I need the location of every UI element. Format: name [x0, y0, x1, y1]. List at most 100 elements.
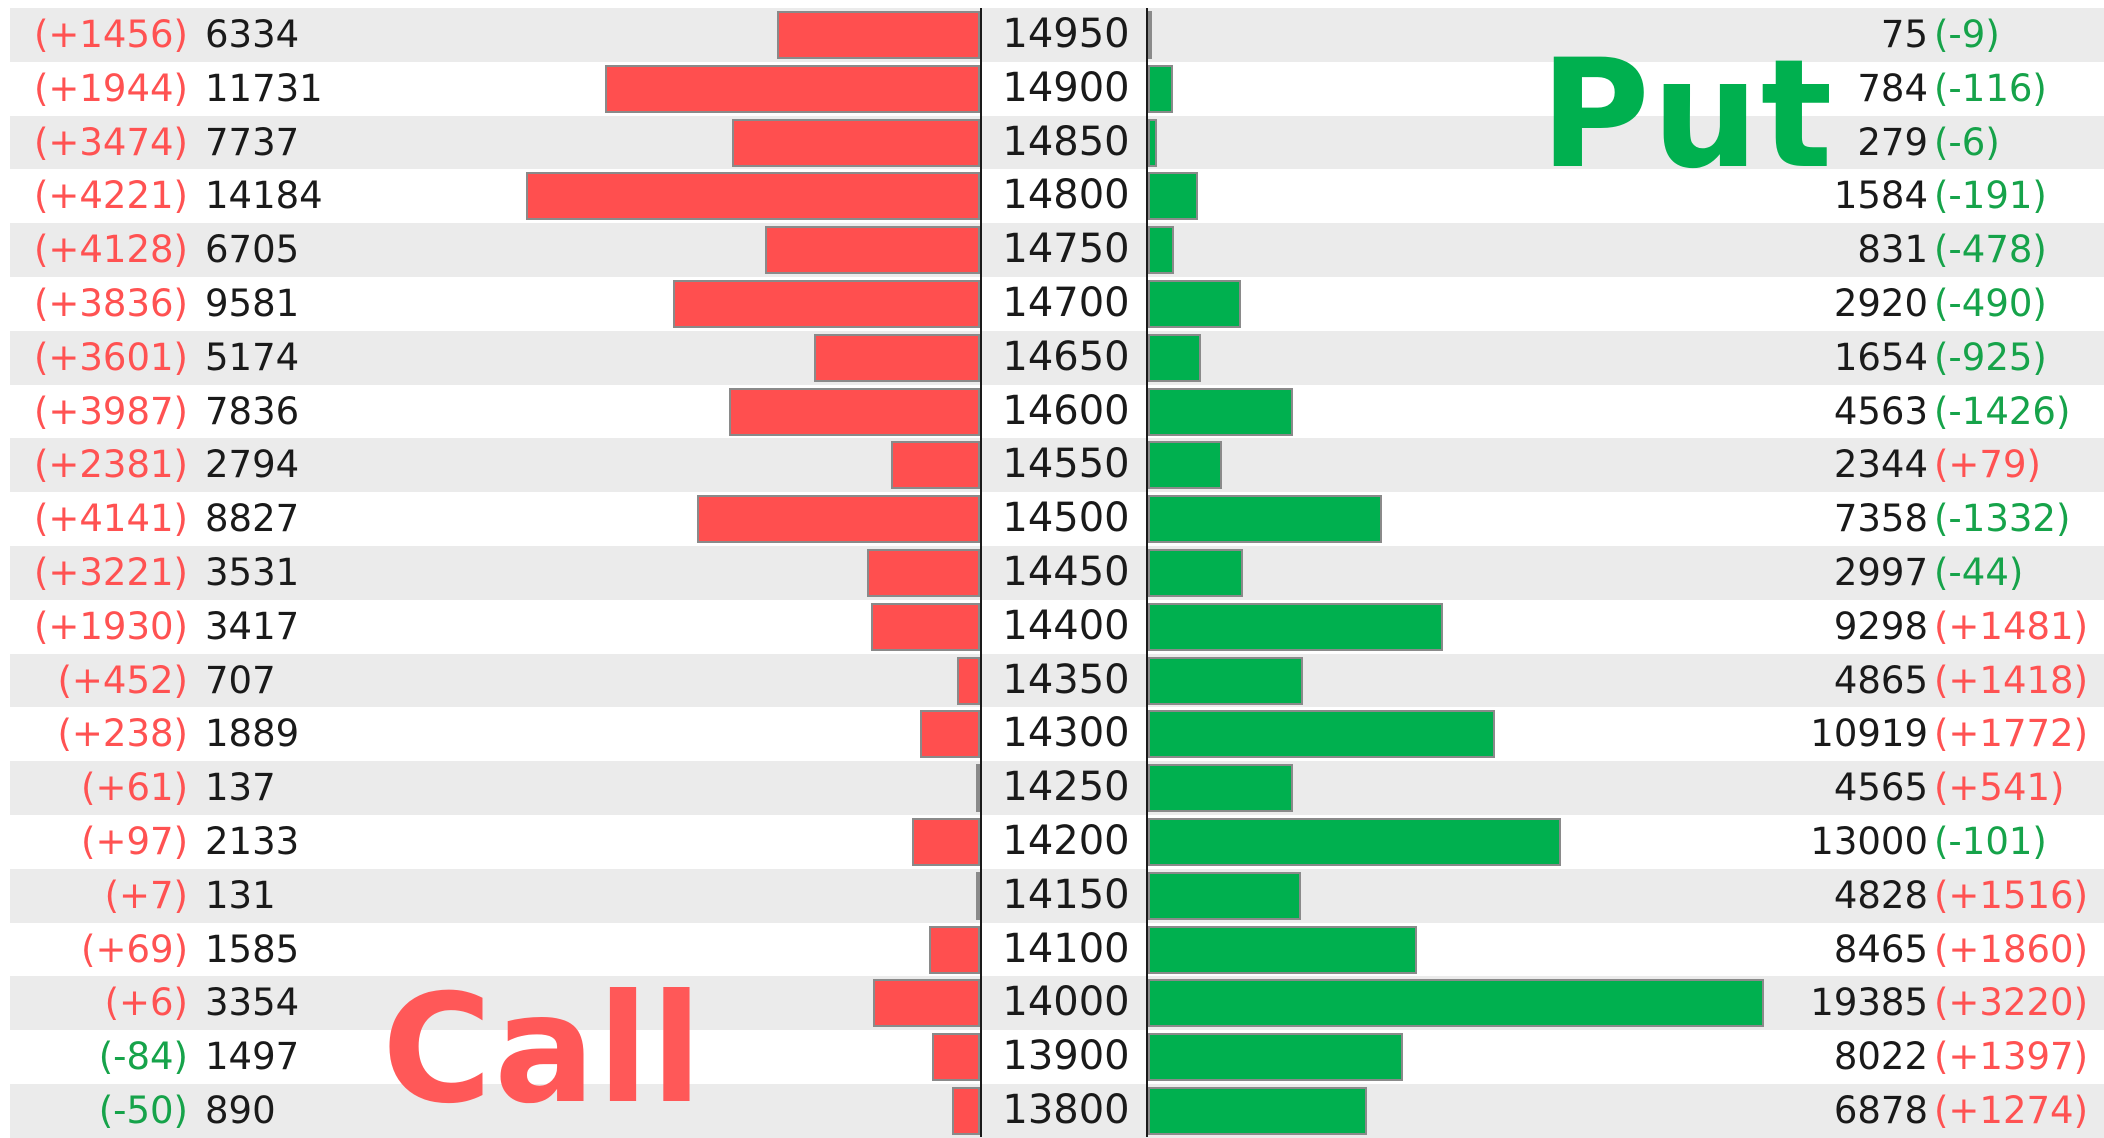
put-bar — [1148, 226, 1175, 275]
put-change-label: (+1481) — [1934, 604, 2089, 648]
call-oi-label: 5174 — [205, 335, 300, 379]
put-change-label: (-925) — [1934, 335, 2047, 379]
put-oi-label: 19385 — [1810, 981, 1928, 1025]
call-bar — [697, 495, 980, 544]
put-oi-label: 2920 — [1833, 282, 1928, 325]
put-change-label: (+79) — [1934, 443, 2041, 487]
put-change-label: (+1397) — [1934, 1035, 2089, 1079]
table-row: (+1456) 6334 14950 75 (-9) — [10, 8, 2104, 62]
put-bar — [1148, 333, 1201, 382]
call-change-label: (+3474) — [33, 120, 188, 164]
put-bar — [1148, 172, 1199, 221]
call-bar — [604, 64, 980, 113]
call-bar — [919, 710, 980, 759]
put-oi-label: 279 — [1857, 120, 1928, 164]
put-oi-label: 831 — [1857, 228, 1928, 272]
call-change-label: (+2381) — [33, 443, 188, 487]
call-change-label: (+1930) — [33, 604, 188, 648]
call-change-label: (+6) — [104, 981, 188, 1025]
put-bar — [1148, 118, 1157, 167]
strike-label: 14750 — [1002, 226, 1130, 273]
call-oi-label: 7737 — [205, 120, 300, 164]
call-change-label: (+238) — [57, 712, 189, 756]
put-axis-line — [1146, 8, 1148, 1137]
put-change-label: (+1274) — [1934, 1089, 2089, 1132]
call-oi-label: 1585 — [205, 927, 300, 971]
put-bar — [1148, 1033, 1403, 1082]
table-row: (+238) 1889 14300 10919 (+1772) — [10, 707, 2104, 761]
strike-label: 14600 — [1002, 387, 1130, 434]
call-label: Call — [382, 963, 705, 1137]
strike-label: 14950 — [1002, 11, 1130, 57]
call-bar — [870, 602, 980, 651]
put-bar — [1148, 387, 1293, 436]
put-oi-label: 10919 — [1810, 712, 1928, 756]
strike-label: 14500 — [1002, 495, 1130, 542]
put-change-label: (-490) — [1934, 282, 2047, 325]
put-oi-label: 8022 — [1833, 1035, 1928, 1079]
table-row: (+1944) 11731 14900 784 (-116) — [10, 62, 2104, 116]
table-row: (+2381) 2794 14550 2344 (+79) — [10, 438, 2104, 493]
put-bar — [1148, 979, 1764, 1028]
call-oi-label: 7836 — [205, 389, 300, 433]
call-change-label: (+1456) — [33, 13, 188, 56]
table-row: (+452) 707 14350 4865 (+1418) — [10, 653, 2104, 708]
put-oi-label: 13000 — [1810, 820, 1928, 863]
call-bar — [866, 548, 980, 597]
call-bar — [957, 656, 980, 705]
call-oi-label: 137 — [205, 766, 276, 810]
strike-label: 14650 — [1002, 333, 1130, 380]
call-bar — [932, 1033, 980, 1082]
put-bar — [1148, 441, 1223, 490]
put-bar — [1148, 871, 1302, 920]
call-oi-label: 14184 — [205, 174, 323, 218]
put-change-label: (+541) — [1934, 766, 2065, 810]
put-oi-label: 1584 — [1833, 174, 1928, 218]
put-oi-label: 9298 — [1833, 604, 1928, 648]
table-row: (+61) 137 14250 4565 (+541) — [10, 761, 2104, 815]
table-row: (+97) 2133 14200 13000 (-101) — [10, 815, 2104, 869]
strike-label: 14150 — [1002, 871, 1130, 918]
call-oi-label: 1889 — [205, 712, 300, 756]
table-row: (+3221) 3531 14450 2997 (-44) — [10, 546, 2104, 600]
call-change-label: (+7) — [104, 873, 188, 917]
call-oi-label: 2794 — [205, 443, 300, 487]
call-oi-label: 9581 — [205, 282, 300, 325]
table-row: (+6) 3354 14000 19385 (+3220) — [10, 976, 2104, 1031]
call-change-label: (+61) — [81, 766, 188, 810]
call-change-label: (+97) — [81, 820, 188, 863]
put-oi-label: 2344 — [1833, 443, 1928, 487]
put-bar — [1148, 817, 1562, 866]
put-bar — [1148, 656, 1303, 705]
call-change-label: (+452) — [57, 658, 189, 702]
call-change-label: (+69) — [81, 927, 188, 971]
call-change-label: (-50) — [98, 1089, 188, 1132]
call-bar — [777, 10, 980, 59]
table-row: (+3836) 9581 14700 2920 (-490) — [10, 277, 2104, 331]
table-row: (+1930) 3417 14400 9298 (+1481) — [10, 600, 2104, 654]
put-bar — [1148, 925, 1417, 974]
put-oi-label: 7358 — [1833, 497, 1928, 541]
call-bar — [951, 1086, 980, 1135]
strike-label: 13900 — [1002, 1033, 1130, 1080]
table-row: (+4128) 6705 14750 831 (-478) — [10, 223, 2104, 277]
strike-label: 14250 — [1002, 764, 1130, 811]
strike-label: 13800 — [1002, 1087, 1130, 1133]
call-oi-label: 6705 — [205, 228, 300, 272]
put-change-label: (-9) — [1934, 13, 2000, 56]
call-bar — [814, 333, 980, 382]
call-bar — [765, 226, 980, 275]
call-bar — [975, 871, 980, 920]
strike-label: 14300 — [1002, 710, 1130, 757]
put-bar — [1148, 64, 1173, 113]
put-oi-label: 784 — [1857, 66, 1928, 110]
strike-label: 14000 — [1002, 979, 1130, 1026]
put-change-label: (-101) — [1934, 820, 2047, 863]
call-oi-label: 890 — [205, 1089, 276, 1132]
call-bar — [729, 387, 980, 436]
call-oi-label: 3531 — [205, 551, 300, 594]
call-change-label: (+3221) — [33, 551, 188, 594]
put-bar — [1148, 764, 1294, 813]
put-change-label: (+1418) — [1934, 658, 2089, 702]
call-axis-line — [980, 8, 982, 1137]
